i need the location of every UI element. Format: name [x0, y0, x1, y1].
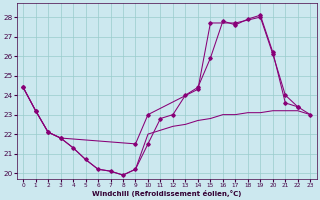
X-axis label: Windchill (Refroidissement éolien,°C): Windchill (Refroidissement éolien,°C)	[92, 190, 241, 197]
